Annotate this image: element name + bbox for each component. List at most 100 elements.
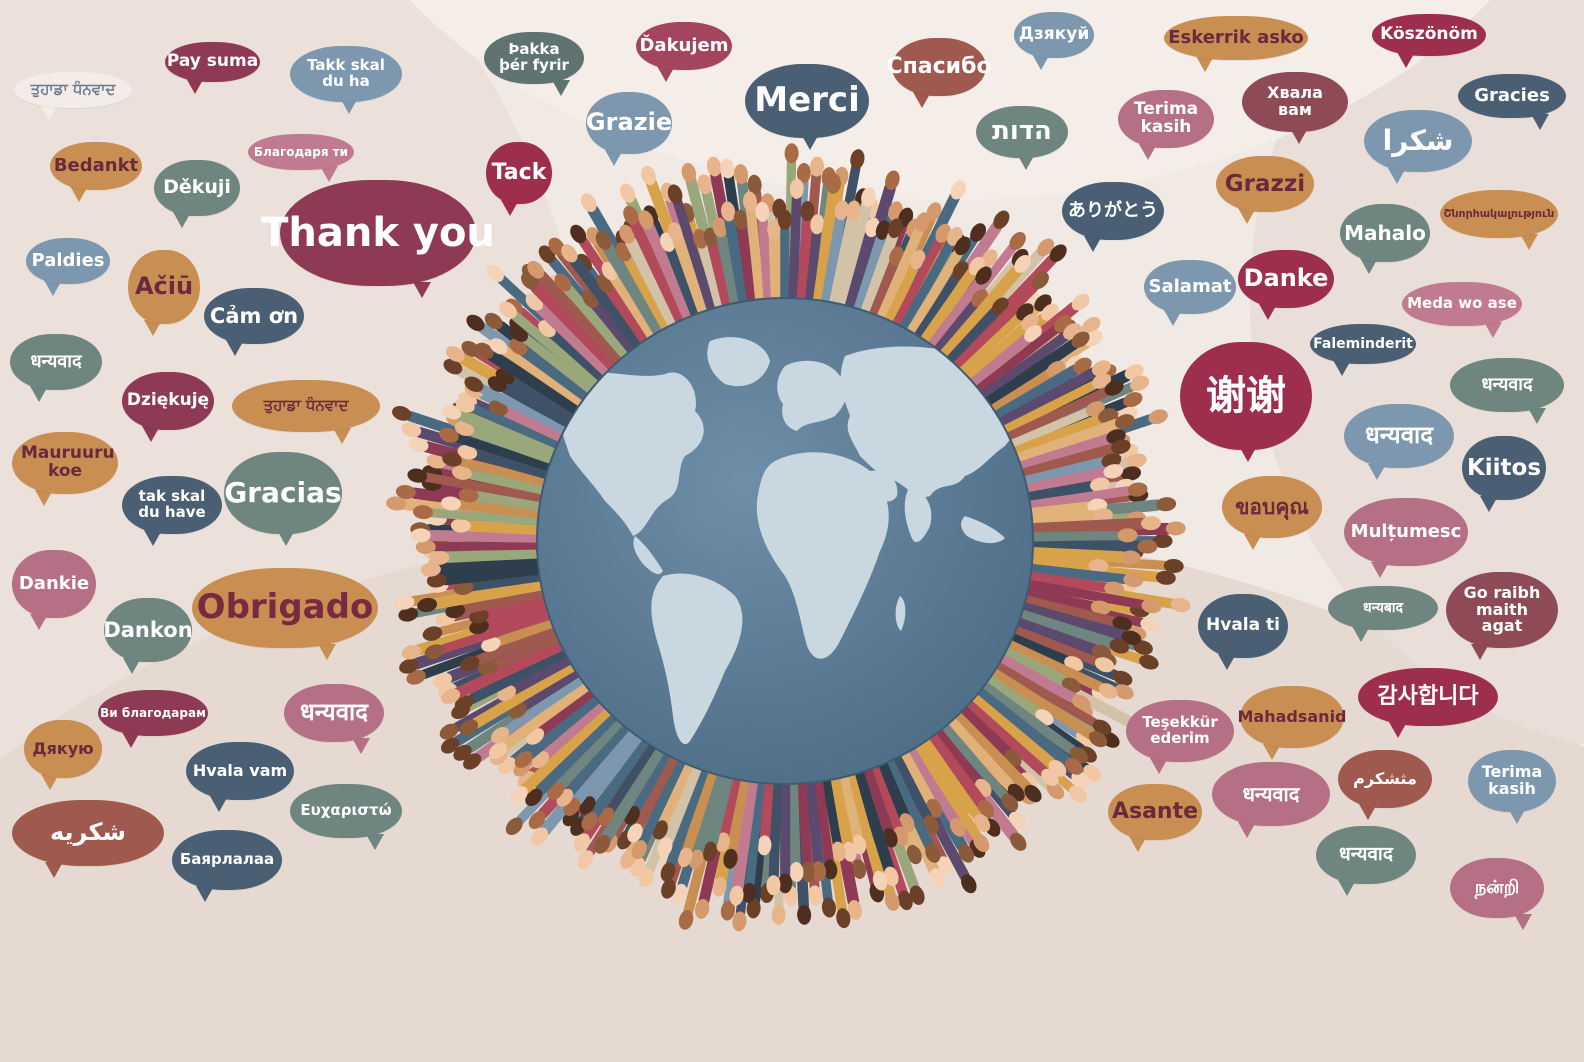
bubble-tail <box>40 104 58 120</box>
raised-arm <box>961 324 1061 405</box>
bubble-text: धन्यवाद <box>1364 421 1434 450</box>
hand-icon <box>784 143 799 164</box>
speech-bubble: Salamat <box>1144 260 1236 326</box>
bubble-text: Mahalo <box>1344 220 1426 245</box>
hand-icon <box>486 264 504 283</box>
bubble-text: Ви благодарам <box>100 705 206 720</box>
bubble-tail <box>196 886 214 902</box>
speech-bubble: Ευχαριστώ <box>290 784 402 850</box>
speech-bubble: Kiitos <box>1462 436 1546 512</box>
raised-arm <box>477 383 579 440</box>
hand-icon <box>909 885 925 905</box>
hand-icon <box>721 201 736 222</box>
bubble-tail <box>35 490 53 506</box>
raised-arm <box>519 346 602 409</box>
speech-bubble: Hvala vam <box>186 742 294 812</box>
bubble-text: Salamat <box>1148 275 1232 297</box>
hand-icon <box>1165 521 1186 536</box>
bubble-text: Grazie <box>585 108 673 137</box>
hand-icon <box>1113 670 1133 686</box>
hand-icon <box>441 496 461 511</box>
hand-icon <box>490 727 510 744</box>
speech-bubble: Hvala ti <box>1198 594 1288 670</box>
raised-arm <box>1003 614 1099 655</box>
hand-icon <box>1126 453 1147 468</box>
hand-icon <box>1139 654 1159 670</box>
bubble-tail <box>30 386 48 402</box>
hand-icon <box>847 900 863 920</box>
hand-icon <box>488 400 508 416</box>
raised-arm <box>878 743 935 851</box>
bubble-tail <box>1290 128 1308 144</box>
bubble-tail <box>44 280 62 296</box>
raised-arm <box>919 278 983 360</box>
south-america <box>651 573 743 745</box>
hand-icon <box>678 910 694 930</box>
hand-icon <box>499 301 517 319</box>
raised-arm <box>787 192 802 320</box>
hand-icon <box>884 891 900 911</box>
bubble-tail <box>318 644 336 660</box>
hand-icon <box>1111 439 1131 455</box>
hand-icon <box>1008 811 1026 830</box>
hand-icon <box>445 603 466 619</box>
raised-arm <box>434 553 559 575</box>
hand-icon <box>729 885 744 906</box>
hand-icon <box>528 811 546 829</box>
raised-arm <box>629 217 693 340</box>
raised-arm <box>990 386 1111 448</box>
raised-arm <box>442 546 556 563</box>
raised-arm <box>464 520 555 536</box>
bubble-tail <box>1084 236 1102 252</box>
hand-icon <box>441 404 462 420</box>
hand-icon <box>954 236 971 256</box>
raised-arm <box>986 380 1099 442</box>
raised-arm <box>563 284 638 370</box>
raised-arm <box>424 529 558 543</box>
bubble-tail <box>1244 534 1262 550</box>
raised-arm <box>693 757 729 856</box>
hand-icon <box>1024 784 1042 803</box>
speech-bubble: Obrigado <box>192 568 378 660</box>
hand-icon <box>407 468 428 483</box>
speech-bubble: Ačiū <box>128 250 200 336</box>
speech-bubble: شكرا <box>1364 110 1472 184</box>
speech-bubble: Þakka þér fyrir <box>484 32 584 96</box>
raised-arm <box>1014 569 1111 593</box>
hand-icon <box>509 338 528 355</box>
bubble-text: Ačiū <box>134 272 194 301</box>
raised-arm <box>841 756 883 877</box>
hand-icon <box>577 850 594 869</box>
bubble-tail <box>210 796 228 812</box>
raised-arm <box>625 236 686 342</box>
speech-bubble: Ďakujem <box>636 22 732 82</box>
hand-icon <box>733 164 749 184</box>
raised-arm <box>904 727 982 841</box>
bubble-tail <box>1139 144 1157 160</box>
hand-icon <box>1091 644 1112 660</box>
hand-icon <box>627 823 643 843</box>
hand-icon <box>949 818 966 837</box>
hand-icon <box>834 200 849 221</box>
bubble-tail <box>30 614 48 630</box>
hand-icon <box>810 214 825 235</box>
raised-arm <box>958 684 1057 769</box>
raised-arm <box>529 281 629 382</box>
bubble-text: Obrigado <box>196 587 374 628</box>
hand-icon <box>1123 392 1143 408</box>
raised-arm <box>453 632 582 699</box>
hand-icon <box>638 210 654 230</box>
bubble-tail <box>1196 56 1214 72</box>
bubble-text: Дзякуй <box>1018 24 1090 45</box>
bubble-tail <box>1263 744 1281 760</box>
speech-bubble: Dankie <box>12 550 96 630</box>
hand-icon <box>1163 558 1184 573</box>
hand-icon <box>641 165 657 186</box>
bubble-tail <box>340 98 358 114</box>
hand-icon <box>910 250 926 270</box>
raised-arm <box>869 224 925 339</box>
speech-bubble: Pay suma <box>165 42 260 94</box>
raised-arm <box>997 407 1092 454</box>
hand-icon <box>401 422 422 438</box>
hand-icon <box>455 397 475 413</box>
